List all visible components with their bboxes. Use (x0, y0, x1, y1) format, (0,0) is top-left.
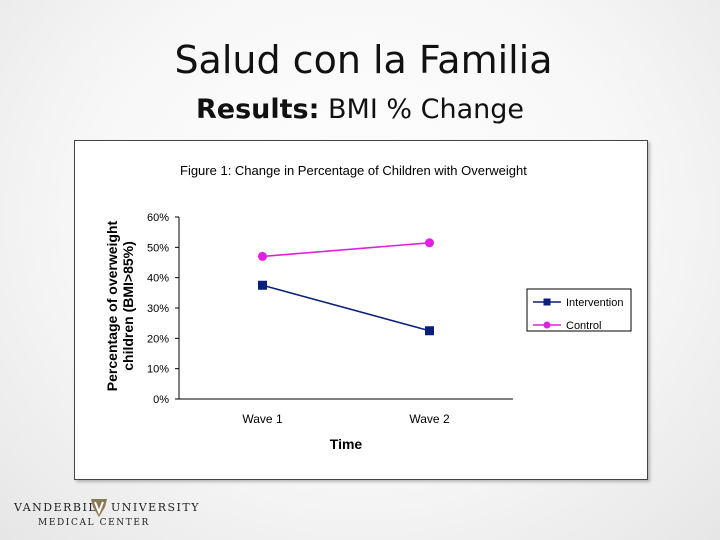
legend-marker-control (543, 321, 551, 329)
slide-title: Salud con la Familia (174, 38, 553, 82)
series-line-control (262, 241, 430, 258)
y-tick-label: 0% (153, 394, 169, 406)
slide-subtitle: Results: BMI % Change (0, 94, 720, 125)
x-axis-title: Time (330, 436, 363, 452)
data-point-control (258, 251, 267, 261)
x-tick-label: Wave 2 (409, 412, 450, 426)
y-axis-title-line1: Percentage of overweight (104, 220, 120, 391)
y-axis-title-line2: children (BMI>85%) (120, 241, 136, 371)
y-tick-label: 20% (147, 333, 169, 345)
vanderbilt-logo: VANDERBILT UNIVERSITY MEDICAL CENTER (14, 498, 198, 534)
chart-frame: Figure 1: Change in Percentage of Childr… (74, 140, 648, 480)
y-tick-label: 40% (147, 273, 169, 285)
legend-label-control: Control (566, 320, 601, 332)
subtitle-rest: BMI % Change (319, 94, 524, 125)
y-tick-label: 50% (147, 242, 169, 254)
y-tick-label: 30% (147, 303, 169, 315)
y-tick-label: 10% (147, 364, 169, 376)
logo-subtitle: MEDICAL CENTER (38, 518, 150, 528)
data-point-control (425, 238, 434, 248)
x-tick-label: Wave 1 (242, 412, 283, 426)
y-tick-label: 60% (147, 212, 169, 224)
v-shield-icon (91, 499, 107, 517)
legend-label-intervention: Intervention (566, 297, 623, 309)
series-line-intervention (262, 284, 430, 332)
data-point-intervention (425, 326, 434, 336)
logo-word-right: UNIVERSITY (111, 501, 200, 514)
legend-marker-intervention (543, 298, 551, 306)
subtitle-bold: Results: (196, 94, 320, 125)
data-point-intervention (258, 280, 267, 290)
chart-title: Figure 1: Change in Percentage of Childr… (180, 163, 527, 178)
line-chart: Figure 1: Change in Percentage of Childr… (104, 163, 632, 452)
logo-word-left: VANDERBILT (14, 501, 106, 514)
